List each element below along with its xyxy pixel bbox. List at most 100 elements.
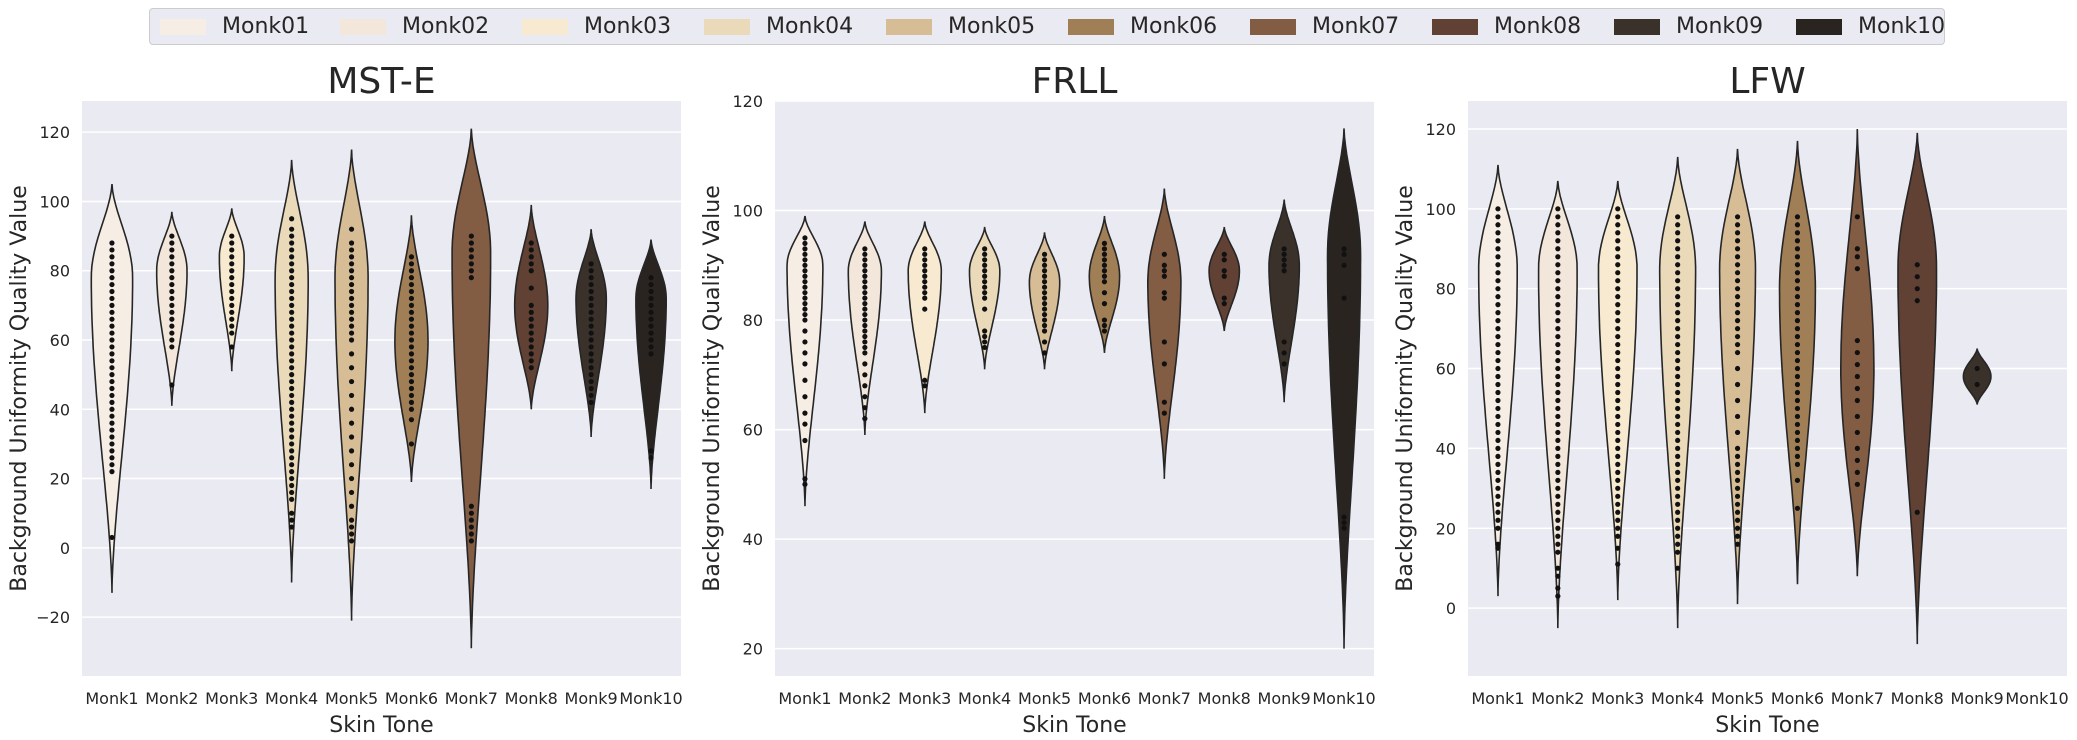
data-point [588, 378, 594, 385]
data-point [588, 372, 594, 378]
data-point [862, 311, 868, 318]
data-point [862, 295, 868, 301]
data-point [1675, 501, 1681, 507]
panel-frll: 20 40 60 80 100 120 Monk1 Monk2 Monk3 Monk4 Monk5 M… [700, 61, 1376, 738]
data-point [1615, 509, 1621, 515]
data-point [289, 302, 295, 308]
data-point [528, 268, 534, 274]
data-point [289, 309, 295, 315]
data-point [1495, 453, 1501, 459]
data-point [1101, 273, 1108, 279]
data-point [1495, 326, 1501, 332]
x-tick-label: Monk3 [1591, 689, 1644, 708]
data-point [289, 288, 295, 295]
data-point [1615, 397, 1621, 404]
data-point [408, 344, 415, 350]
data-point [1041, 350, 1048, 356]
legend-swatch [1432, 19, 1478, 35]
data-point [229, 261, 235, 267]
data-point [1101, 251, 1108, 257]
data-point [1495, 318, 1501, 324]
data-point [229, 302, 235, 308]
data-point [982, 306, 988, 312]
legend-label: Monk06 [1130, 14, 1218, 39]
data-point [648, 316, 654, 322]
data-point [1495, 469, 1501, 475]
x-tick-label: Monk3 [898, 689, 951, 708]
data-point [229, 309, 235, 315]
data-point [1615, 246, 1621, 252]
data-point [588, 281, 594, 288]
data-point [1615, 561, 1621, 567]
data-point [648, 448, 654, 454]
data-point [1041, 328, 1048, 334]
data-point [588, 399, 594, 405]
data-point [1734, 230, 1741, 236]
data-point [1041, 279, 1048, 285]
data-point [1734, 469, 1741, 475]
chart-title: LFW [1729, 61, 1805, 102]
data-point [408, 316, 415, 322]
data-point [1101, 301, 1108, 307]
y-tick-label: 0 [60, 539, 70, 558]
data-point [1675, 341, 1681, 348]
data-point [289, 233, 295, 239]
y-axis-label: Background Uniformity Quality Value [700, 185, 725, 591]
chart-title: FRLL [1032, 61, 1118, 102]
data-point [802, 350, 808, 356]
data-point [1914, 262, 1920, 268]
data-point [1161, 410, 1167, 416]
data-point [1615, 373, 1621, 380]
data-point [1495, 341, 1501, 348]
data-point [1281, 246, 1287, 252]
data-point [1734, 341, 1741, 348]
panel-mst-e: −20 0 20 40 60 80 100 120 Monk1 Monk2 Monk3 Monk4 Mo… [7, 61, 683, 738]
legend-swatch [1250, 19, 1296, 35]
data-point [982, 290, 988, 296]
data-point [348, 323, 355, 329]
data-point [1495, 477, 1501, 483]
data-point [1615, 429, 1621, 436]
data-point [922, 268, 928, 274]
data-point [348, 489, 355, 496]
data-point [1495, 429, 1501, 436]
data-point [1555, 349, 1561, 356]
data-point [1794, 310, 1801, 316]
data-point [1555, 493, 1561, 499]
data-point [1495, 349, 1501, 356]
data-point [1675, 437, 1681, 444]
data-point [1615, 517, 1621, 523]
data-point [1555, 453, 1561, 459]
data-point [1281, 350, 1287, 356]
data-point [1734, 525, 1741, 531]
data-point [802, 246, 808, 252]
data-point [588, 330, 594, 336]
data-point [468, 510, 474, 516]
violin-monk7 [1147, 188, 1182, 479]
data-point [1675, 357, 1681, 364]
data-point [862, 301, 868, 307]
data-point [1615, 453, 1621, 459]
data-point [348, 337, 355, 343]
data-point [408, 406, 415, 412]
y-tick-label: 40 [743, 530, 763, 549]
data-point [802, 394, 808, 400]
data-point [1675, 294, 1681, 300]
data-point [922, 377, 928, 383]
data-point [862, 306, 868, 312]
data-point [1555, 254, 1561, 260]
x-tick-label: Monk6 [1771, 689, 1824, 708]
data-point [1495, 286, 1501, 292]
data-point [1161, 251, 1167, 257]
x-tick-label: Monk9 [565, 689, 618, 708]
legend-label: Monk10 [1858, 14, 1946, 39]
data-point [348, 316, 355, 322]
y-tick-label: 60 [50, 331, 70, 350]
data-point [922, 306, 928, 312]
data-point [528, 247, 534, 253]
data-point [1221, 268, 1227, 274]
data-point [1495, 230, 1501, 236]
data-point [468, 261, 474, 267]
data-point [982, 251, 988, 257]
data-point [109, 275, 115, 281]
